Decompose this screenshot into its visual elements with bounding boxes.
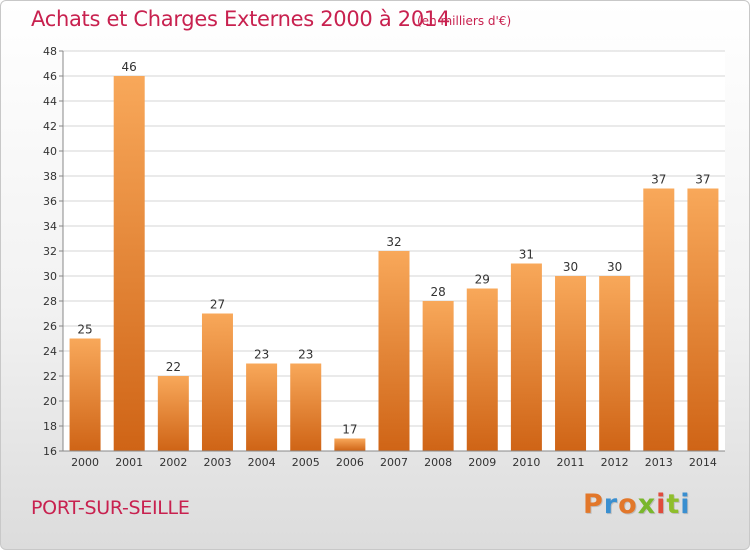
x-tick-label: 2001 (115, 456, 143, 469)
bar-value-label: 28 (430, 285, 445, 299)
bar-value-label: 32 (386, 235, 401, 249)
y-tick-label: 26 (43, 320, 57, 333)
x-tick-label: 2006 (336, 456, 364, 469)
bar (378, 251, 410, 451)
y-tick-label: 38 (43, 170, 57, 183)
x-tick-label: 2007 (380, 456, 408, 469)
logo-letter: i (656, 489, 667, 520)
y-tick-label: 16 (43, 445, 57, 458)
x-tick-label: 2000 (71, 456, 99, 469)
y-tick-label: 24 (43, 345, 57, 358)
bar-value-label: 23 (254, 348, 269, 362)
x-tick-label: 2012 (601, 456, 629, 469)
bar (69, 338, 101, 451)
bar-value-label: 37 (695, 173, 710, 187)
x-tick-label: 2008 (424, 456, 452, 469)
bar-value-label: 31 (519, 248, 534, 262)
bar (466, 288, 498, 451)
y-tick-label: 32 (43, 245, 57, 258)
y-tick-label: 40 (43, 145, 57, 158)
y-tick-label: 18 (43, 420, 57, 433)
x-tick-label: 2010 (512, 456, 540, 469)
bar (157, 376, 189, 451)
logo-letter: i (680, 489, 691, 520)
bar-value-label: 22 (166, 360, 181, 374)
bar-value-label: 37 (651, 173, 666, 187)
chart-title: Achats et Charges Externes 2000 à 2014 (31, 7, 451, 31)
y-tick-label: 28 (43, 295, 57, 308)
bar (201, 313, 233, 451)
bar (290, 363, 322, 451)
bar (246, 363, 278, 451)
bar (643, 188, 675, 451)
proxiti-logo: Proxiti (583, 489, 691, 520)
bars: 25 46 22 27 23 23 17 32 28 29 31 30 30 37 37 (69, 60, 719, 451)
bar (422, 301, 454, 451)
y-axis: 16 18 20 22 24 26 28 30 32 34 36 38 40 42 44 46 48 (43, 45, 64, 458)
bar (510, 263, 542, 451)
x-tick-label: 2014 (689, 456, 717, 469)
y-tick-label: 34 (43, 220, 57, 233)
commune-name: PORT-SUR-SEILLE (31, 497, 190, 519)
y-tick-label: 36 (43, 195, 57, 208)
x-tick-label: 2011 (557, 456, 585, 469)
x-tick-label: 2004 (248, 456, 276, 469)
y-tick-label: 48 (43, 45, 57, 58)
bar-value-label: 30 (563, 260, 578, 274)
x-tick-label: 2009 (468, 456, 496, 469)
bar-value-label: 46 (122, 60, 137, 74)
y-tick-label: 20 (43, 395, 57, 408)
logo-letter: P (583, 489, 604, 520)
bar-value-label: 17 (342, 423, 357, 437)
y-tick-label: 46 (43, 70, 57, 83)
bar-value-label: 29 (475, 273, 490, 287)
logo-letter: r (603, 489, 619, 520)
logo-letter: x (637, 489, 657, 520)
x-tick-label: 2003 (203, 456, 231, 469)
chart-unit: (en milliers d'€) (417, 14, 512, 28)
bar (687, 188, 719, 451)
bar (113, 76, 145, 451)
x-tick-label: 2013 (645, 456, 673, 469)
x-axis: 2000 2001 2002 2003 2004 2005 2006 2007 2008 2009… (63, 450, 725, 469)
logo-letter: o (618, 489, 638, 520)
y-tick-label: 30 (43, 270, 57, 283)
bar (555, 276, 587, 451)
logo-letter: t (666, 489, 681, 520)
bar-value-label: 23 (298, 348, 313, 362)
bar (599, 276, 631, 451)
bar (334, 438, 366, 451)
x-tick-label: 2005 (292, 456, 320, 469)
x-tick-label: 2002 (159, 456, 187, 469)
bar-value-label: 30 (607, 260, 622, 274)
y-tick-label: 22 (43, 370, 57, 383)
bar-value-label: 25 (77, 323, 92, 337)
y-tick-label: 44 (43, 95, 57, 108)
bar-value-label: 27 (210, 298, 225, 312)
y-tick-label: 42 (43, 120, 57, 133)
